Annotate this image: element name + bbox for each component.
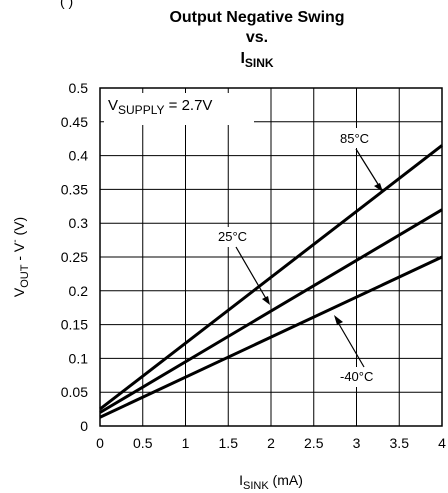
y-axis-label-p3: (V) bbox=[11, 217, 27, 240]
y-axis-label-p1: V bbox=[11, 287, 27, 297]
header-fragment: ( ) bbox=[60, 0, 73, 9]
series-line-1 bbox=[99, 208, 443, 414]
series-line-2 bbox=[99, 255, 443, 419]
supply-label-box bbox=[104, 93, 254, 125]
x-tick-label: 1.5 bbox=[219, 435, 239, 451]
y-tick-label: 0.2 bbox=[69, 283, 89, 299]
arrow-m40c bbox=[335, 318, 365, 368]
chart-title-main: I bbox=[240, 50, 244, 67]
label-25c-bg bbox=[214, 227, 258, 247]
supply-label-main: V bbox=[108, 97, 118, 114]
x-tick-label: 3 bbox=[353, 435, 361, 451]
supply-label-sub: SUPPLY bbox=[118, 103, 164, 117]
supply-label: VSUPPLY = 2.7V bbox=[108, 97, 212, 117]
y-tick-label: 0.3 bbox=[69, 215, 89, 231]
x-axis-label-rest: (mA) bbox=[269, 472, 303, 488]
supply-label-rest: = 2.7V bbox=[164, 97, 212, 114]
chart-title-sub: SINK bbox=[245, 56, 274, 70]
x-tick-label: 2 bbox=[267, 435, 275, 451]
arrow-85c bbox=[355, 148, 382, 190]
y-axis-label-p2: - V bbox=[11, 242, 27, 264]
arrowhead-25c bbox=[262, 296, 270, 305]
label-m40c-bg bbox=[336, 367, 384, 387]
arrowhead-m40c bbox=[334, 315, 343, 325]
chart-title-line-3: ISINK bbox=[240, 50, 273, 70]
arrow-25c bbox=[235, 246, 269, 303]
y-tick-labels: 0 0.05 0.1 0.15 0.2 0.25 0.3 0.35 0.4 0.45 0.5 bbox=[61, 80, 88, 434]
series-label-25c: 25°C bbox=[218, 229, 247, 244]
y-tick-label: 0.25 bbox=[61, 249, 88, 265]
y-tick-label: 0.05 bbox=[61, 384, 88, 400]
label-85c-bg bbox=[336, 128, 380, 148]
y-tick-label: 0.15 bbox=[61, 317, 88, 333]
x-tick-label: 0 bbox=[96, 435, 104, 451]
x-axis-label: ISINK (mA) bbox=[239, 472, 303, 492]
x-tick-label: 4 bbox=[438, 435, 446, 451]
series-line-0 bbox=[99, 144, 443, 411]
chart-title-line-1: Output Negative Swing bbox=[169, 9, 344, 26]
y-tick-label: 0.5 bbox=[69, 80, 89, 96]
x-tick-labels: 0 0.5 1 1.5 2 2.5 3 3.5 4 bbox=[96, 435, 446, 451]
y-tick-label: 0.1 bbox=[69, 350, 89, 366]
x-axis-label-main: I bbox=[239, 472, 243, 488]
arrowhead-85c bbox=[374, 183, 383, 192]
x-axis-label-sub: SINK bbox=[243, 480, 269, 492]
x-tick-label: 0.5 bbox=[133, 435, 153, 451]
y-tick-label: 0.45 bbox=[61, 114, 88, 130]
y-tick-label: 0.4 bbox=[69, 148, 89, 164]
chart-title-line-2: vs. bbox=[246, 29, 268, 46]
series-label-85c: 85°C bbox=[340, 131, 369, 146]
grid bbox=[99, 87, 443, 427]
y-axis-label: VOUT - V- (V) bbox=[10, 217, 31, 297]
x-tick-label: 1 bbox=[182, 435, 190, 451]
series-label-m40c: -40°C bbox=[340, 369, 373, 384]
x-tick-label: 3.5 bbox=[390, 435, 410, 451]
series-lines bbox=[99, 144, 443, 419]
y-axis-label-p1sub: OUT bbox=[19, 264, 31, 288]
y-tick-label: 0 bbox=[80, 418, 88, 434]
y-tick-label: 0.35 bbox=[61, 181, 88, 197]
y-axis-label-p2sup: - bbox=[10, 239, 21, 242]
x-tick-label: 2.5 bbox=[304, 435, 324, 451]
